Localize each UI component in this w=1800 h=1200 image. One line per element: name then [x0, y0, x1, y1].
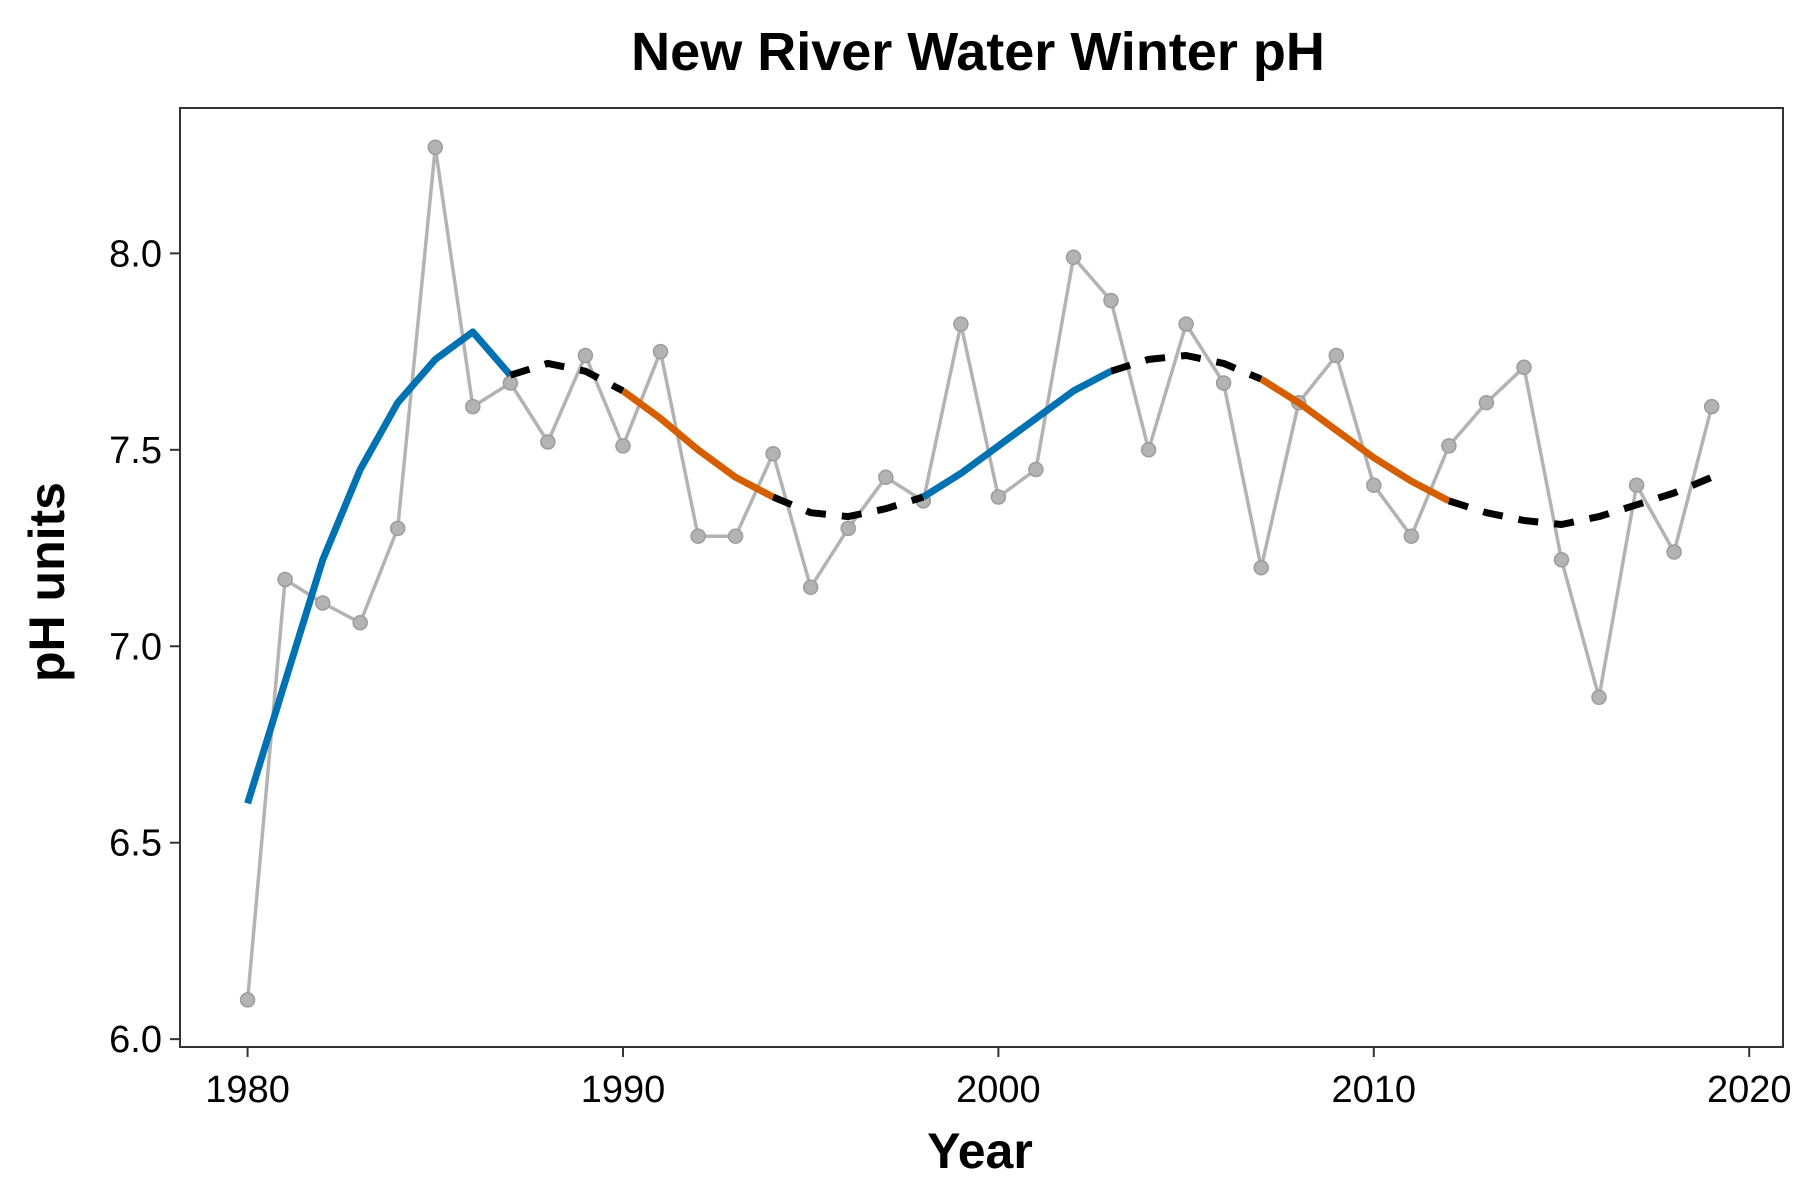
observed-point-1988	[540, 434, 556, 450]
y-axis: 6.0 6.5 7.0 7.5 8.0	[109, 233, 180, 1061]
x-tick-label-2020: 2020	[1707, 1069, 1792, 1111]
observed-point-2005	[1178, 316, 1194, 332]
observed-point-1995	[802, 579, 819, 596]
y-tick-label-7.5: 7.5	[109, 430, 162, 472]
plot-area	[239, 139, 1720, 1008]
x-tick-label-1990: 1990	[581, 1069, 666, 1111]
observed-point-2004	[1140, 442, 1157, 458]
trend-segment-increasing-1	[244, 328, 514, 805]
observed-point-2018	[1666, 544, 1682, 560]
trend-segment-increasing-5	[921, 368, 1113, 500]
observed-point-2009	[1328, 347, 1345, 364]
observed-point-2015	[1553, 552, 1570, 568]
x-tick-label-1980: 1980	[205, 1069, 290, 1111]
trend-segment-no_change-2	[509, 359, 625, 395]
observed-point-1996	[840, 520, 856, 537]
observed-point-2011	[1403, 528, 1420, 544]
observed-point-1980	[239, 992, 256, 1008]
observed-point-2017	[1628, 477, 1645, 493]
observed-point-1989	[577, 347, 594, 364]
observed-point-2012	[1441, 438, 1457, 454]
observed-point-2006	[1215, 375, 1232, 391]
observed-point-2000	[990, 489, 1007, 505]
trend-segment-no_change-4	[771, 493, 925, 521]
trend-segment-decreasing-7	[1259, 376, 1451, 505]
y-tick-label-6.0: 6.0	[109, 1019, 162, 1061]
observed-series-line	[245, 145, 1714, 1001]
y-tick-label-6.5: 6.5	[109, 823, 162, 865]
x-tick-label-2000: 2000	[956, 1069, 1041, 1111]
observed-point-1985	[427, 139, 444, 156]
observed-point-1997	[878, 469, 894, 486]
trend-segment-no_change-6	[1109, 352, 1263, 383]
observed-point-1981	[277, 571, 293, 588]
trend-segment-decreasing-3	[620, 388, 775, 501]
x-axis: 1980 1990 2000 2010 2020	[205, 1047, 1791, 1111]
observed-point-1982	[314, 595, 331, 611]
x-tick-label-2010: 2010	[1332, 1069, 1417, 1111]
observed-point-2003	[1103, 292, 1119, 309]
observed-point-1983	[352, 614, 368, 631]
observed-point-2001	[1028, 461, 1044, 478]
observed-point-1994	[765, 445, 781, 462]
observed-point-2019	[1703, 398, 1720, 415]
plot-panel-border	[179, 107, 1784, 1048]
observed-point-1990	[615, 438, 631, 454]
observed-point-2010	[1366, 477, 1382, 493]
x-axis-title: Year	[927, 1123, 1033, 1179]
chart-title: New River Water Winter pH	[631, 22, 1325, 82]
observed-point-2014	[1516, 359, 1532, 376]
observed-point-1984	[389, 520, 406, 537]
observed-point-2013	[1478, 394, 1495, 411]
y-tick-label-8.0: 8.0	[109, 233, 162, 275]
observed-point-1999	[953, 316, 969, 332]
observed-point-1993	[727, 528, 744, 544]
observed-point-1991	[652, 343, 669, 360]
observed-point-2007	[1253, 559, 1269, 576]
y-tick-label-7.0: 7.0	[109, 626, 162, 668]
observed-point-1987	[502, 375, 519, 391]
y-axis-title: pH units	[19, 482, 75, 682]
trend-segment-no_change-8	[1447, 474, 1714, 528]
observed-point-1986	[465, 398, 481, 415]
observed-point-2016	[1591, 689, 1607, 706]
observed-point-1992	[690, 528, 706, 544]
observed-point-2002	[1065, 249, 1082, 266]
